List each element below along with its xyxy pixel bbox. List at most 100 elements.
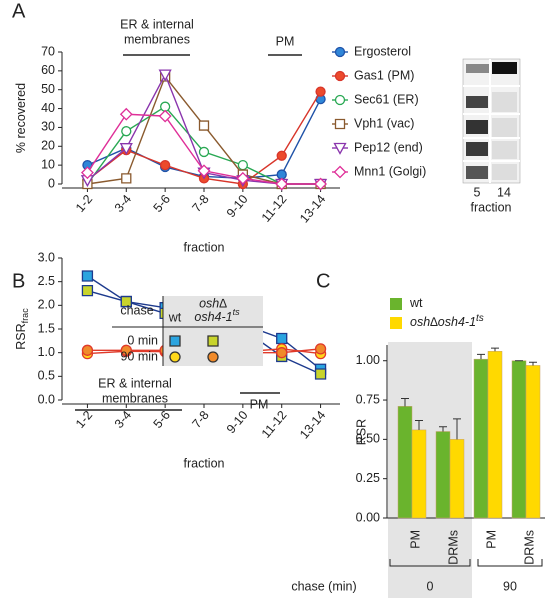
legend-label: Mnn1 (Golgi) [354,164,426,178]
legend-sup: ts [476,313,484,324]
legend-column: wt [168,310,182,324]
marker [169,351,181,363]
y-tick-label: 50 [41,82,55,96]
legend-label: Gas1 (PM) [354,68,414,82]
annotation: PM [276,34,295,48]
bar [411,429,427,519]
bar [435,431,451,519]
marker [236,171,250,185]
annotation: membranes [102,391,168,405]
marker [120,295,132,308]
y-tick-label: 30 [41,120,55,134]
legend-row: 90 min [120,349,158,363]
x-tick-label: 9-10 [224,192,251,220]
legend-text: osh∆osh4-1 [410,315,476,329]
x-axis-label: fraction [184,240,225,254]
panel-label: A [12,0,26,22]
bar [473,358,489,519]
error-bar [491,347,499,352]
group-title: chase (min) [291,579,356,593]
error-bar [439,426,447,432]
y-tick-label: 60 [41,63,55,77]
legend-entry: Gas1 (PM) [332,68,414,82]
marker [119,107,133,121]
x-tick-label: 3-4 [112,192,134,215]
marker [121,173,132,184]
y-tick-label: 0.00 [356,510,380,524]
legend-row: 0 min [127,333,158,347]
panel-label: B [12,270,25,292]
marker [276,150,287,161]
legend-label: wt [409,296,423,310]
x-tick-label: 11-12 [259,192,290,225]
panel-label: C [316,270,330,292]
x-tick-label: 5-6 [151,408,173,431]
y-label-main: % recovered [14,83,28,153]
error-bar [529,361,537,366]
y-tick-label: 1.0 [38,345,55,359]
legend-column-sup: ts [233,307,241,317]
y-tick-label: 10 [41,157,55,171]
group-bracket [477,559,543,567]
error-bar [415,419,423,430]
legend-swatch [390,317,402,329]
x-tick-label: 3-4 [112,408,134,431]
x-tick-label: DRMs [522,530,536,565]
group-label: 90 [503,579,517,593]
marker [334,70,346,82]
series [81,107,327,191]
marker [276,332,288,345]
bar [525,365,541,519]
marker [315,86,326,97]
legend-column: osh∆ [199,296,227,310]
marker [158,69,172,82]
y-tick-label: 40 [41,101,55,115]
marker [81,166,94,180]
group-bracket [389,559,471,567]
y-tick-label: 0.75 [356,392,380,406]
y-tick-label: 20 [41,139,55,153]
marker [207,351,219,363]
western-blot [462,58,521,184]
marker [334,94,346,106]
y-tick-label: 0.50 [356,432,380,446]
legend-title: chase [120,303,153,317]
legend-label: osh∆osh4-1ts [410,313,484,330]
y-tick-label: 0.25 [356,471,380,485]
marker [198,120,210,131]
y-tick-label: 2.5 [38,274,55,288]
x-tick-label: 7-8 [189,192,211,215]
annotation: membranes [124,32,190,46]
x-tick-label: DRMs [446,530,460,565]
group-label: 0 [427,579,434,593]
marker [207,335,219,347]
bar [449,439,465,519]
y-tick-label: 0.5 [38,369,55,383]
marker [237,159,249,171]
legend-label: Pep12 (end) [354,140,423,154]
x-tick-label: 9-10 [224,408,251,436]
annotation: PM [250,397,269,411]
marker [121,126,132,137]
legend-entry: Vph1 (vac) [332,116,414,130]
y-tick-label: 70 [41,44,55,58]
y-tick-label: 1.5 [38,321,55,335]
bar [397,406,413,519]
error-bar [453,418,461,440]
marker [333,142,347,155]
marker [81,285,94,297]
y-label-main: RSR [14,323,28,349]
x-tick-label: 5-6 [151,192,173,215]
annotation: ER & internal [120,17,194,31]
x-tick-label: 11-12 [259,408,290,441]
x-tick-label: 1-2 [73,192,95,215]
legend-column-text: osh4-1 [194,310,232,324]
y-axis-label: RSR [354,419,368,445]
legend-entry: Ergosterol [332,44,411,58]
marker [276,347,288,359]
x-tick-label: PM [484,530,498,549]
marker [169,335,181,347]
x-tick-label: 7-8 [189,408,211,431]
y-axis-label: % recovered [14,83,28,153]
